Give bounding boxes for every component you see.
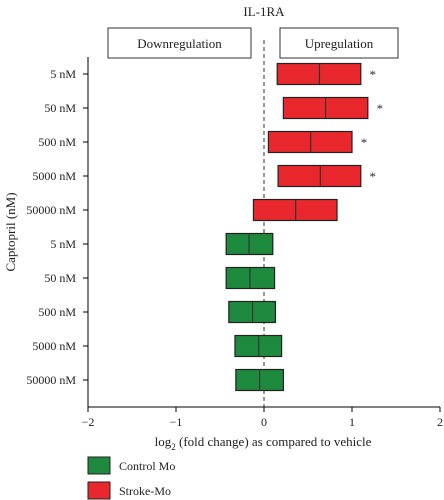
significance-mark: * [377,101,384,116]
legend: Control Mo Stroke-Mo [87,456,175,500]
y-tick-label: 5 nM [50,67,76,81]
legend-label: Stroke-Mo [119,484,171,498]
y-axis-label: Captopril (nM) [3,192,18,271]
y-tick-label: 50000 nM [26,373,76,387]
upregulation-label: Upregulation [305,36,374,51]
y-tick-label: 50 nM [44,271,76,285]
x-axis-label: log2 (fold change) as compared to vehicl… [155,434,372,452]
regulation-labels: Downregulation Upregulation [107,27,399,59]
y-tick-label: 5 nM [50,237,76,251]
chart-title: IL-1RA [243,4,285,19]
x-tick-label: 0 [261,415,267,429]
downregulation-box [107,27,252,59]
x-axis-label-main: log [155,434,172,449]
box [277,164,362,188]
upregulation-box [279,27,399,59]
x-tick-label: 1 [349,415,355,429]
significance-mark: * [361,135,368,150]
y-tick-label: 500 nM [38,135,76,149]
x-axis-label-rest: (fold change) as compared to vehicle [176,434,372,449]
y-tick-label: 5000 nM [32,339,76,353]
x-tick-label: −1 [170,415,183,429]
y-tick-label: 50 nM [44,101,76,115]
y-tick-label: 5000 nM [32,169,76,183]
significance-mark: * [370,169,377,184]
legend-swatch [87,456,111,475]
x-tick-label: 2 [437,415,443,429]
plot-area: −2 −1 0 1 2 5 nM 50 nM 500 nM 5000 nM 50000 nM 5 n… [26,40,443,429]
x-tick-label: −2 [82,415,95,429]
x-axis-label-subscript: 2 [171,442,176,452]
significance-mark: * [370,67,377,82]
y-tick-label: 50000 nM [26,203,76,217]
legend-swatch [87,481,111,500]
downregulation-label: Downregulation [137,36,222,51]
y-tick-label: 500 nM [38,305,76,319]
legend-label: Control Mo [119,459,175,473]
